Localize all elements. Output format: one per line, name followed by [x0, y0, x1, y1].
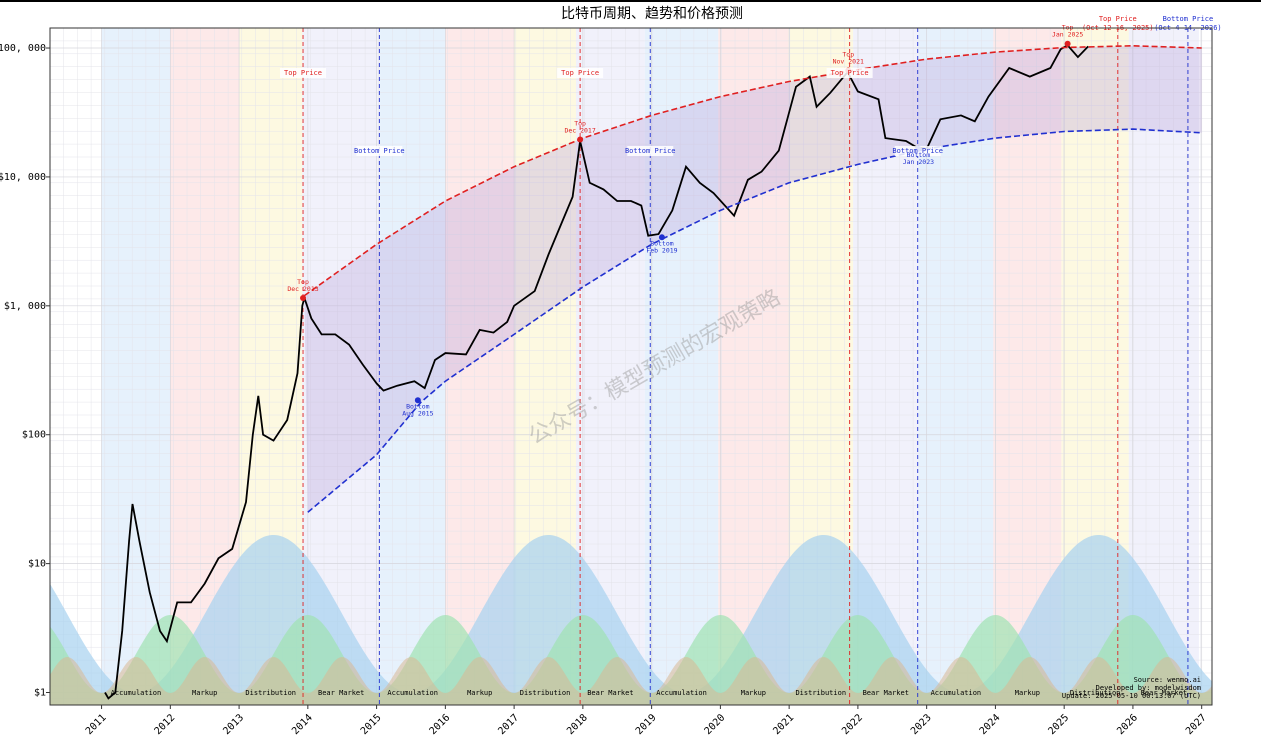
- trend-band: [304, 45, 1202, 513]
- chart-title: 比特币周期、趋势和价格预测: [561, 6, 743, 22]
- marker-date: Aug 2015: [402, 409, 433, 417]
- phase-label: Markup: [467, 689, 492, 697]
- phase-label: Markup: [741, 689, 766, 697]
- source-note: Update: 2025-05-10 00:13:07 (UTC): [1062, 692, 1201, 700]
- marker-date: Jan 2025: [1052, 31, 1083, 39]
- phase-label: Bear Market: [587, 689, 633, 697]
- marker-date: Feb 2019: [646, 246, 677, 254]
- y-tick-label: $100: [22, 430, 46, 441]
- x-tick-label: 2021: [771, 712, 796, 735]
- phase-label: Distribution: [520, 689, 571, 697]
- phase-label: Accumulation: [387, 689, 438, 697]
- x-tick-label: 2025: [1046, 712, 1071, 735]
- cycle-label: Bottom Price: [354, 147, 405, 155]
- phase-band: [101, 28, 171, 705]
- marker-label: Bottom: [406, 402, 430, 410]
- marker-date: Nov 2021: [833, 57, 864, 65]
- x-tick-label: 2026: [1115, 712, 1140, 735]
- label-box: [356, 146, 403, 156]
- plot-foreground: [104, 28, 1202, 705]
- forecast-label: Bottom Price: [1163, 15, 1214, 23]
- phase-band: [380, 28, 446, 705]
- source-note: Source: wenmo.ai: [1134, 676, 1201, 684]
- x-tick-label: 2016: [428, 712, 453, 735]
- phase-label: Accumulation: [656, 689, 707, 697]
- cycle-label: Bottom Price: [892, 147, 943, 155]
- cycle-label: Top Price: [284, 69, 322, 77]
- cycle-marker: [1064, 40, 1071, 47]
- source-note: Developed by: modelwisdom: [1096, 684, 1201, 692]
- marker-date: Dec 2013: [287, 285, 318, 293]
- label-box: [627, 146, 674, 156]
- x-tick-label: 2017: [496, 712, 521, 735]
- phase-band: [644, 28, 719, 705]
- cycle-label: Top Price: [831, 69, 869, 77]
- marker-label: Bottom: [907, 151, 931, 159]
- trend-line: [303, 44, 1202, 297]
- phase-label: Distribution: [1070, 689, 1121, 697]
- phase-label: Distribution: [245, 689, 296, 697]
- x-tick-label: 2018: [565, 712, 590, 735]
- cycle-label: Top Price: [561, 69, 599, 77]
- x-tick-label: 2027: [1184, 712, 1209, 735]
- label-box: [826, 68, 873, 78]
- marker-date: Jan 2023: [903, 158, 934, 166]
- x-tick-label: 2020: [703, 712, 728, 735]
- plot-background: [50, 28, 1212, 705]
- price-line: [104, 44, 1089, 700]
- x-tick-label: 2013: [221, 712, 246, 735]
- y-tick-label: $1, 000: [4, 301, 46, 312]
- label-box: [894, 146, 941, 156]
- cycle-marker: [658, 234, 665, 241]
- marker-label: Top: [574, 120, 586, 128]
- y-tick-label: $1: [34, 688, 46, 699]
- plot-frame: [49, 27, 1213, 706]
- x-tick-label: 2012: [153, 712, 178, 735]
- cycle-label: Bottom Price: [625, 147, 676, 155]
- forecast-label: Top Price: [1099, 15, 1137, 23]
- phase-label: Accumulation: [931, 689, 982, 697]
- phase-label: Markup: [192, 689, 217, 697]
- x-tick-label: 2024: [978, 712, 1003, 735]
- x-tick-label: 2023: [909, 712, 934, 735]
- cycle-marker: [577, 136, 584, 143]
- x-tick-label: 2011: [84, 712, 109, 735]
- x-tick-label: 2022: [840, 712, 865, 735]
- x-tick-label: 2019: [634, 712, 659, 735]
- cycle-marker: [300, 294, 307, 301]
- phase-label: Bear Market: [318, 689, 364, 697]
- marker-label: Top: [842, 50, 854, 58]
- marker-date: Dec 2017: [564, 127, 595, 135]
- y-tick-label: $100, 000: [0, 43, 46, 54]
- cycle-marker: [414, 397, 421, 404]
- marker-label: Top: [297, 278, 309, 286]
- label-box: [280, 68, 327, 78]
- phase-label: Bear Market: [1141, 689, 1187, 697]
- y-tick-label: $10: [28, 559, 46, 570]
- label-box: [557, 68, 604, 78]
- x-tick-label: 2014: [290, 712, 315, 735]
- phase-label: Distribution: [795, 689, 846, 697]
- marker-label: Bottom: [650, 239, 674, 247]
- phase-label: Accumulation: [111, 689, 162, 697]
- cycle-wave: [50, 657, 1212, 705]
- phase-label: Markup: [1015, 689, 1040, 697]
- y-tick-label: $10, 000: [0, 172, 46, 183]
- x-tick-label: 2015: [359, 712, 384, 735]
- phase-label: Bear Market: [863, 689, 909, 697]
- trend-line: [307, 128, 1202, 513]
